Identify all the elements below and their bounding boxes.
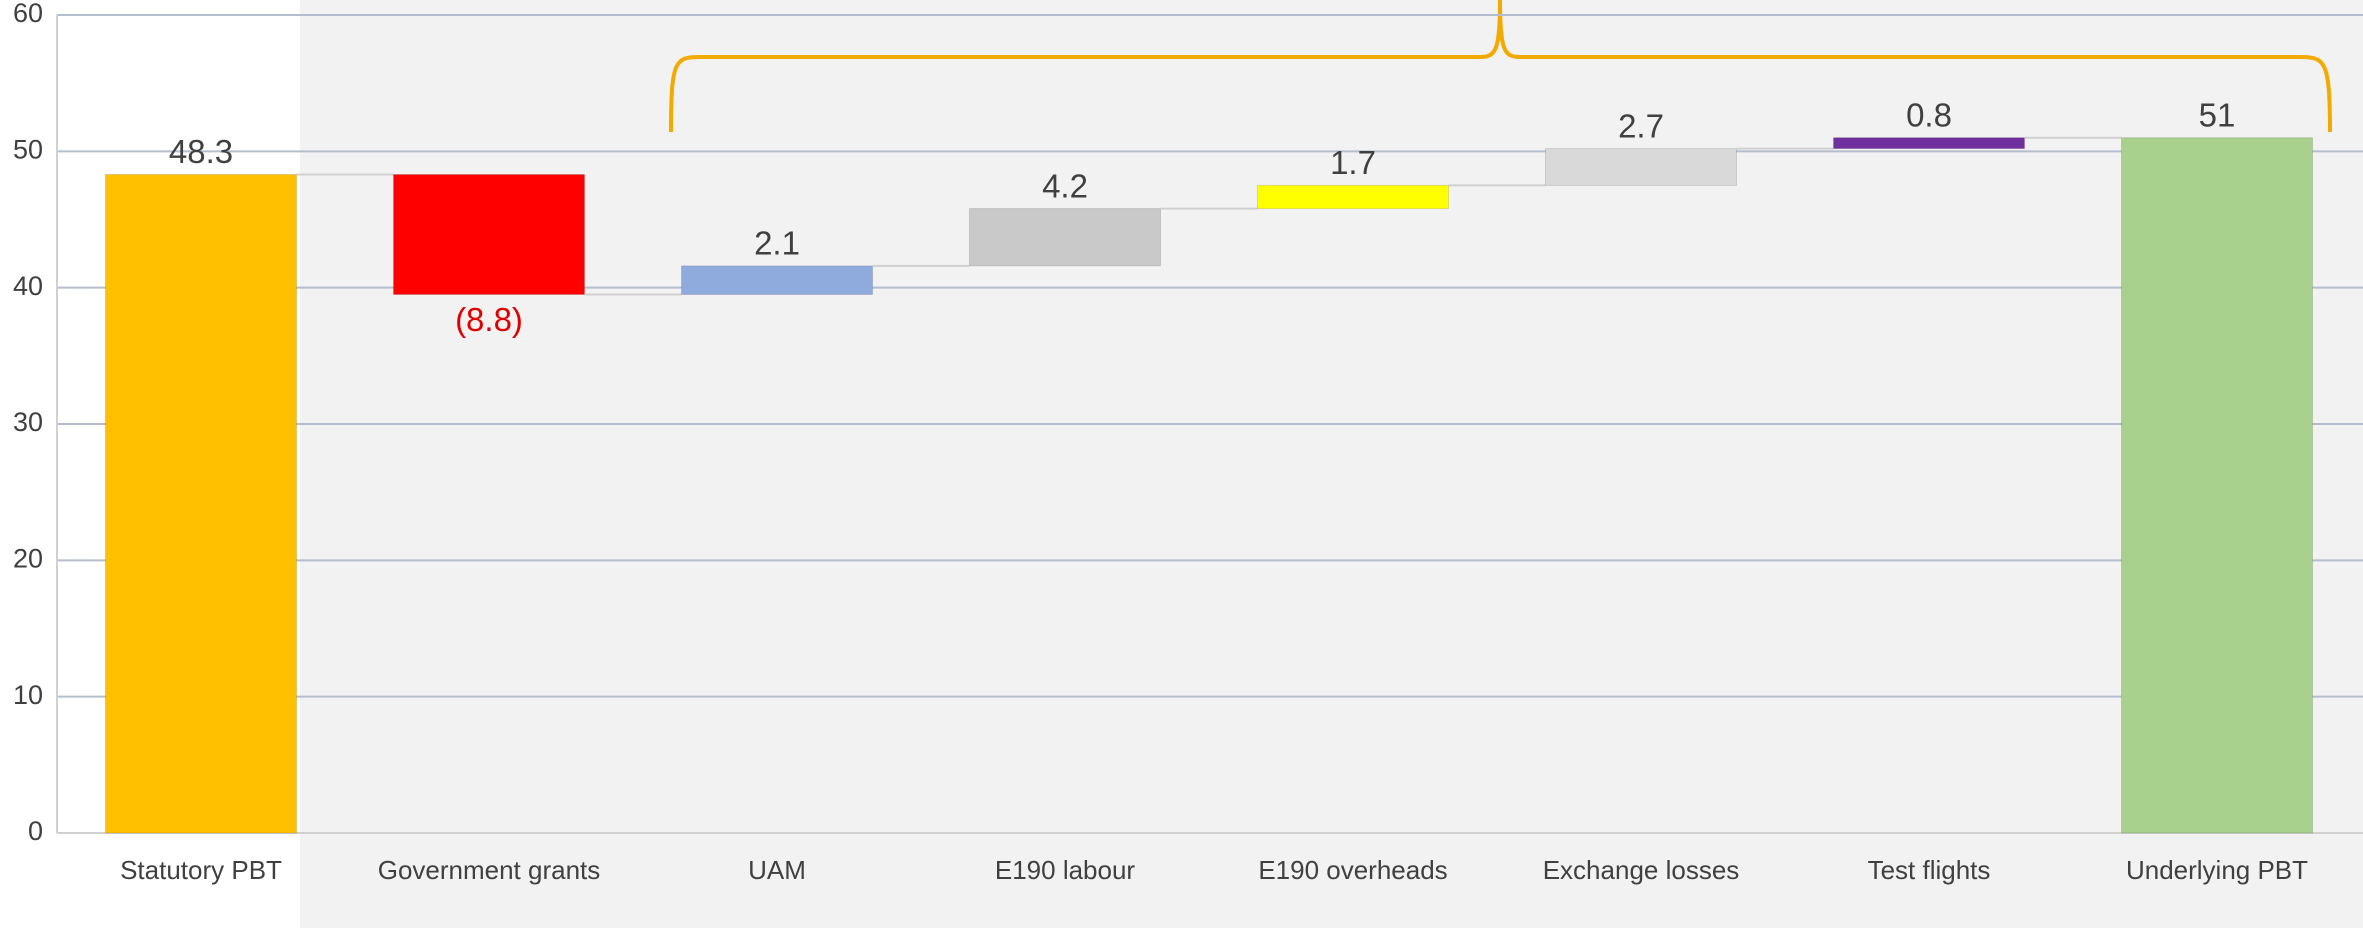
value-label: 2.7 — [1618, 107, 1664, 144]
x-tick-label: E190 labour — [994, 855, 1136, 885]
bar — [1545, 148, 1737, 186]
bar — [969, 208, 1161, 267]
value-label: 0.8 — [1906, 96, 1952, 133]
x-tick-label: UAM — [748, 855, 806, 885]
x-tick-label: Government grants — [377, 855, 601, 885]
value-label: 1.7 — [1330, 144, 1376, 181]
value-label: 51 — [2199, 96, 2236, 133]
x-tick-label: E190 overheads — [1258, 855, 1448, 885]
bar — [2121, 137, 2313, 834]
bracket — [669, 0, 2332, 133]
plot-background — [300, 0, 2363, 928]
y-tick-label: 0 — [28, 816, 43, 846]
y-tick-label: 20 — [13, 543, 43, 573]
bar — [1833, 137, 2025, 150]
x-tick-label: Statutory PBT — [120, 855, 282, 885]
y-tick-label: 60 — [13, 0, 43, 28]
value-label: (8.8) — [455, 301, 523, 338]
y-tick-label: 50 — [13, 134, 43, 164]
y-tick-label: 40 — [13, 271, 43, 301]
bar — [105, 174, 297, 834]
value-label: 2.1 — [754, 225, 800, 262]
value-label: 4.2 — [1042, 167, 1088, 204]
value-label: 48.3 — [169, 133, 233, 170]
y-tick-label: 10 — [13, 680, 43, 710]
x-tick-label: Exchange losses — [1542, 855, 1740, 885]
x-tick-label: Test flights — [1867, 855, 1991, 885]
bar — [1257, 184, 1449, 210]
bar — [681, 265, 873, 295]
bar — [393, 174, 585, 295]
x-tick-label: Underlying PBT — [2125, 855, 2309, 885]
y-tick-label: 30 — [13, 407, 43, 437]
